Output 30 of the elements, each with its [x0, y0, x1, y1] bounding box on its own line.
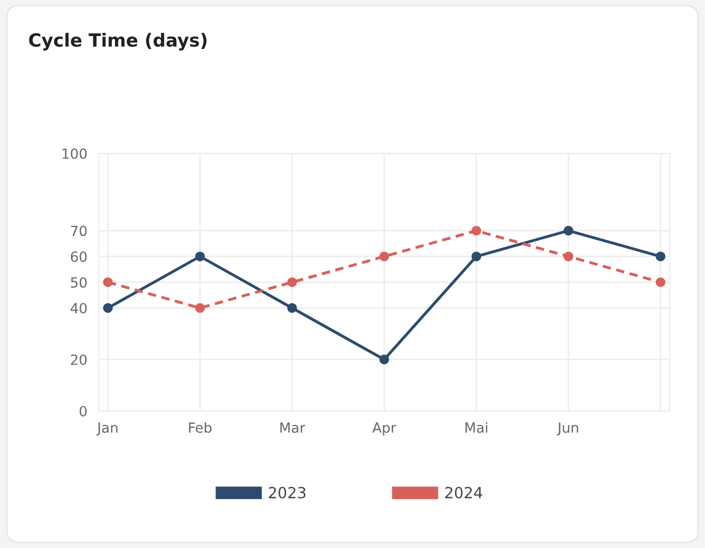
point	[379, 354, 390, 364]
point	[287, 277, 297, 288]
point	[656, 277, 666, 288]
point	[656, 252, 666, 262]
x-tick-label: Mar	[280, 422, 306, 433]
x-tick-label: Jan	[96, 422, 118, 436]
y-tick-label: 70	[71, 226, 87, 236]
point	[195, 252, 205, 262]
x-tick-label: Mai	[466, 422, 488, 433]
point	[287, 303, 297, 313]
point	[379, 252, 390, 262]
point	[471, 252, 482, 262]
legend-label: 2023	[268, 486, 306, 498]
y-tick-label: 0	[80, 406, 87, 416]
x-tick-label: Jun	[556, 422, 578, 436]
point	[564, 226, 574, 236]
point	[471, 226, 482, 236]
y-tick-label: 100	[62, 148, 87, 159]
y-tick-label: 50	[70, 277, 87, 288]
y-tick-label: 20	[70, 354, 87, 365]
legend-label: 2024	[445, 486, 482, 498]
point	[195, 303, 205, 313]
chart-title: Cycle Time (days)	[29, 32, 207, 50]
y-tick-label: 40	[70, 302, 87, 314]
point	[103, 277, 113, 288]
x-tick-label: Feb	[189, 422, 212, 433]
point	[103, 303, 113, 313]
y-tick-label: 60	[70, 251, 87, 262]
point	[564, 252, 574, 262]
x-tick-label: Apr	[372, 422, 396, 436]
